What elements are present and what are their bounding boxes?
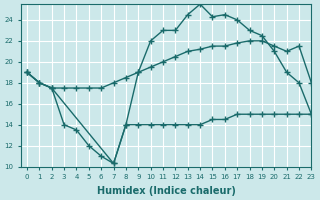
X-axis label: Humidex (Indice chaleur): Humidex (Indice chaleur)	[97, 186, 236, 196]
